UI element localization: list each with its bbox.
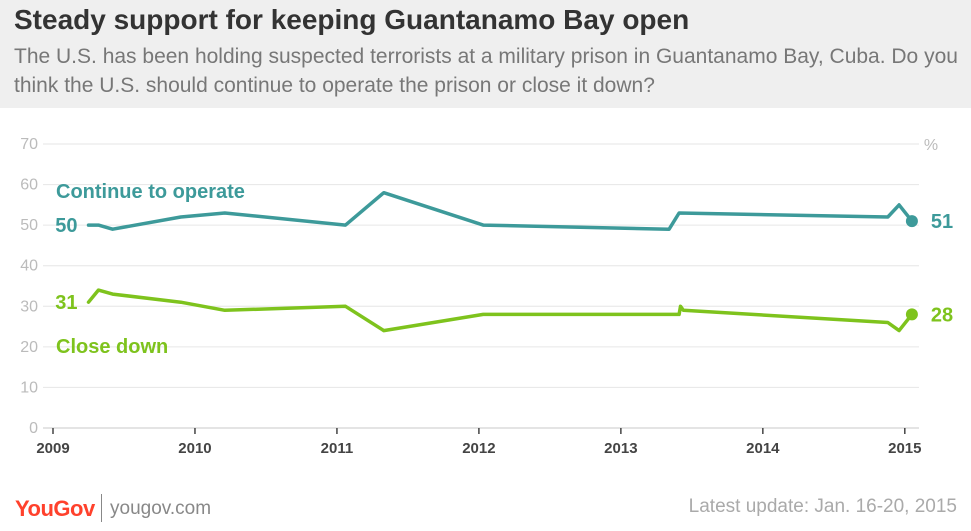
y-axis: 0 10 20 30 40 50 60 70 (20, 136, 38, 437)
x-tick-label: 2014 (746, 440, 780, 457)
footer-site-link[interactable]: yougov.com (110, 498, 212, 519)
x-tick-label: 2010 (178, 440, 211, 457)
series-close-name-label: Close down (56, 336, 168, 358)
series-continue-end-label: 51 (931, 211, 953, 233)
series-close-start-label: 31 (55, 292, 77, 314)
y-tick-label: 30 (20, 298, 38, 315)
yougov-logo: YouGov (15, 496, 95, 521)
y-tick-label: 40 (20, 258, 38, 275)
chart-title: Steady support for keeping Guantanamo Ba… (14, 4, 690, 35)
series-close-end-point (905, 308, 918, 321)
x-axis: 2009 2010 2011 2012 2013 2014 2015 (36, 428, 921, 457)
x-tick-label: 2009 (36, 440, 69, 457)
footer-separator (101, 494, 102, 522)
x-tick-label: 2015 (888, 440, 921, 457)
latest-update: Latest update: Jan. 16-20, 2015 (688, 496, 957, 517)
series-continue-end-point (905, 215, 918, 228)
line-chart: 0 10 20 30 40 50 60 70 2009 2010 2011 2012 2013 2014… (20, 136, 953, 457)
series-continue-name-label: Continue to operate (56, 181, 245, 203)
series-continue-start-label: 50 (55, 215, 77, 237)
y-tick-label: 70 (20, 136, 38, 153)
y-tick-label: 10 (20, 379, 38, 396)
header: Steady support for keeping Guantanamo Ba… (0, 0, 971, 108)
y-tick-label: 50 (20, 217, 38, 234)
x-tick-label: 2011 (321, 440, 354, 457)
chart-subtitle: The U.S. has been holding suspected terr… (14, 45, 958, 97)
y-tick-label: 60 (20, 177, 38, 194)
series-close-end-label: 28 (931, 304, 953, 326)
series-close-line (86, 288, 914, 333)
y-tick-label: 20 (20, 339, 38, 356)
y-tick-label: 0 (29, 420, 38, 437)
unit-label: % (924, 137, 938, 154)
x-tick-label: 2013 (604, 440, 637, 457)
x-tick-label: 2012 (462, 440, 495, 457)
series-group: 50 51 Continue to operate 31 28 Close down (55, 181, 953, 358)
series-continue-line (86, 190, 914, 231)
